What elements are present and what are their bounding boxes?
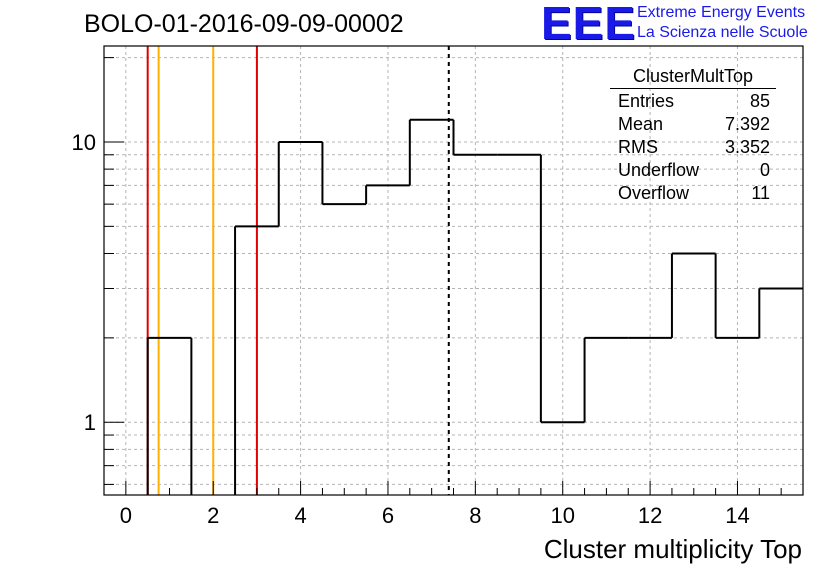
stats-label: Mean (618, 114, 664, 134)
eee-logo-line1: Extreme Energy Events (637, 4, 806, 21)
stats-row-rms: RMS 3.352 (610, 136, 776, 159)
x-tick-label: 0 (120, 503, 132, 528)
histogram-series (146, 118, 803, 495)
eee-logo: EEE (541, 0, 637, 49)
y-tick-label: 1 (84, 410, 96, 435)
stats-row-overflow: Overflow 11 (610, 182, 776, 205)
x-tick-label: 6 (382, 503, 394, 528)
stats-title: ClusterMultTop (610, 66, 776, 89)
marker-lines (146, 46, 450, 495)
x-tick-label: 14 (725, 503, 749, 528)
stats-label: RMS (618, 137, 658, 157)
x-tick-label: 10 (550, 503, 574, 528)
grid-layer (104, 46, 803, 495)
stats-label: Overflow (618, 183, 690, 203)
x-tick-label: 2 (207, 503, 219, 528)
stats-value: 0 (759, 160, 770, 180)
x-tick-label: 12 (638, 503, 662, 528)
stats-row-underflow: Underflow 0 (610, 159, 776, 182)
stats-value: 85 (749, 91, 770, 111)
stats-label: Underflow (618, 160, 700, 180)
stats-label: Entries (618, 91, 675, 111)
eee-logo-line2: La Scienza nelle Scuole (637, 24, 808, 41)
stats-box: ClusterMultTop Entries 85 Mean 7.392 RMS… (610, 66, 776, 205)
stats-row-mean: Mean 7.392 (610, 113, 776, 136)
y-tick-label: 10 (72, 130, 96, 155)
stats-row-entries: Entries 85 (610, 90, 776, 113)
x-axis-title: Cluster multiplicity Top (543, 534, 802, 564)
x-tick-label: 4 (294, 503, 306, 528)
stats-value: 11 (751, 183, 770, 203)
stats-value: 7.392 (724, 114, 770, 134)
x-tick-label: 8 (469, 503, 481, 528)
stats-value: 3.352 (724, 137, 770, 157)
plot-title: BOLO-01-2016-09-09-00002 (84, 10, 404, 38)
